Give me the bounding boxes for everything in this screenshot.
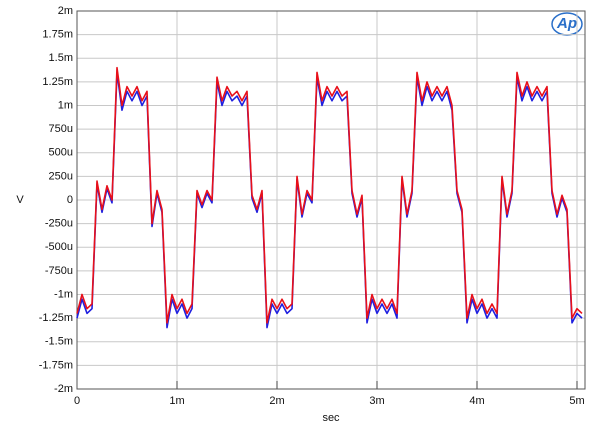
y-tick-label: 250u [49, 170, 73, 182]
y-tick-label: 1.5m [49, 52, 73, 64]
y-tick-label: -1.5m [45, 336, 73, 348]
y-tick-label: 750u [49, 123, 73, 135]
y-tick-label: -2m [54, 383, 73, 395]
y-tick-label: 1.75m [42, 29, 73, 41]
logo: Ap [556, 15, 577, 32]
x-tick-label: 0 [74, 395, 80, 407]
y-tick-label: -1m [54, 288, 73, 300]
y-tick-label: -1.75m [39, 359, 73, 371]
x-tick-label: 5m [569, 395, 584, 407]
y-tick-label: 1.25m [42, 76, 73, 88]
x-tick-label: 1m [169, 395, 184, 407]
y-tick-label: 0 [67, 194, 73, 206]
x-tick-label: 2m [269, 395, 284, 407]
y-tick-label: -500u [45, 241, 73, 253]
x-axis-label: sec [322, 412, 340, 424]
series-line [76, 66, 583, 324]
y-tick-label: 500u [49, 147, 73, 159]
y-tick-label: 1m [58, 99, 73, 111]
x-tick-label: 3m [369, 395, 384, 407]
x-tick-label: 4m [469, 395, 484, 407]
y-tick-label: 2m [58, 5, 73, 17]
plot-border [76, 10, 586, 390]
y-axis-label: V [16, 194, 24, 206]
y-tick-label: -250u [45, 218, 73, 230]
y-tick-label: -1.25m [39, 312, 73, 324]
y-tick-label: -750u [45, 265, 73, 277]
